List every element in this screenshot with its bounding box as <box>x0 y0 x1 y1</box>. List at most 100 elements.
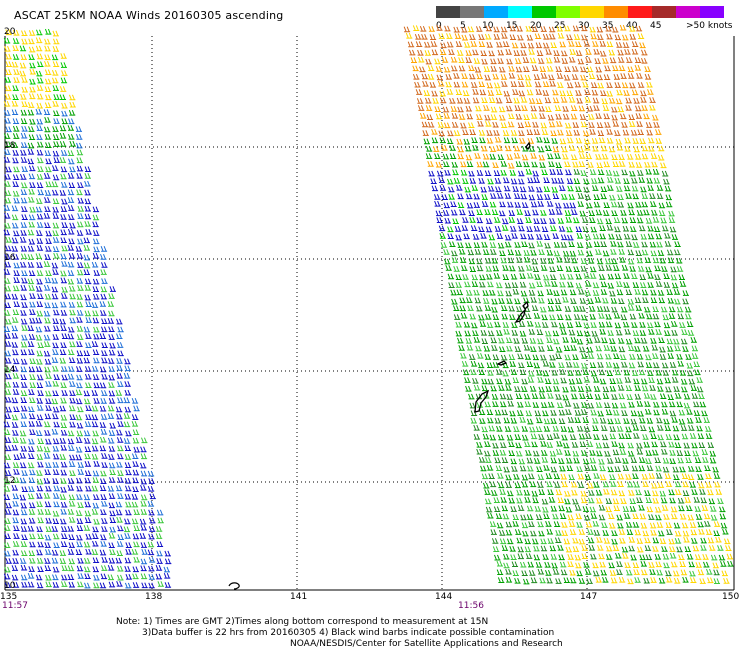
wind-barb <box>571 209 578 215</box>
wind-barb <box>713 569 720 576</box>
wind-barb <box>516 257 523 263</box>
wind-barb <box>632 562 640 569</box>
wind-barb <box>629 217 637 223</box>
wind-barb <box>484 441 491 447</box>
wind-barb <box>505 337 513 344</box>
wind-barb <box>13 525 20 532</box>
wind-barb <box>686 505 693 512</box>
wind-barb <box>558 409 566 416</box>
wind-barb <box>683 402 691 409</box>
wind-barb <box>148 509 155 516</box>
wind-barb <box>463 233 470 240</box>
wind-barb <box>132 469 140 476</box>
wind-barb <box>501 305 508 311</box>
wind-barb <box>627 442 634 449</box>
wind-barb <box>682 481 689 488</box>
wind-barb <box>614 466 621 472</box>
wind-barb <box>454 33 462 39</box>
wind-barb <box>449 241 456 248</box>
wind-barb <box>622 457 629 464</box>
wind-barb <box>580 490 587 497</box>
wind-barb <box>582 369 589 375</box>
wind-barb <box>21 142 28 148</box>
wind-barb <box>77 406 84 413</box>
wind-barb <box>3 485 11 492</box>
wind-barb <box>629 82 636 89</box>
wind-barb <box>43 310 51 317</box>
wind-barb <box>537 290 544 297</box>
wind-barb <box>618 490 626 497</box>
wind-barb <box>99 366 107 373</box>
wind-barb <box>443 122 451 129</box>
wind-barb <box>526 89 534 96</box>
wind-barb <box>536 281 543 288</box>
wind-barb <box>635 25 643 32</box>
wind-barb <box>569 577 577 584</box>
wind-barb <box>461 26 468 33</box>
wind-barb <box>525 25 532 32</box>
wind-barb <box>414 81 421 88</box>
wind-barb <box>608 49 615 56</box>
wind-barb <box>91 341 99 347</box>
wind-barb <box>704 465 711 471</box>
wind-barb <box>3 229 11 236</box>
wind-barb <box>473 193 480 200</box>
wind-barb <box>646 417 654 424</box>
wind-barb <box>527 561 535 568</box>
wind-barb <box>606 41 614 48</box>
wind-barb <box>484 209 491 215</box>
wind-barb <box>579 393 586 399</box>
wind-barb <box>438 130 445 137</box>
wind-barb <box>4 173 11 180</box>
wind-barb <box>11 100 19 107</box>
wind-barb <box>5 85 12 92</box>
wind-barb <box>496 145 503 151</box>
wind-barb <box>482 290 489 296</box>
wind-barb <box>471 137 478 143</box>
wind-barb <box>526 457 534 464</box>
wind-barb <box>12 517 19 524</box>
wind-barb <box>45 245 52 252</box>
wind-barb <box>60 461 68 468</box>
wind-barb <box>523 256 531 263</box>
wind-barb <box>446 41 454 48</box>
wind-barb <box>463 321 471 328</box>
wind-barb <box>479 281 486 288</box>
wind-barb <box>629 505 637 512</box>
wind-barb <box>596 74 603 81</box>
wind-barb <box>84 213 92 220</box>
wind-barb <box>589 457 597 464</box>
wind-barb <box>519 561 527 568</box>
wind-barb <box>505 521 513 528</box>
wind-barb <box>600 281 608 288</box>
wind-barb <box>589 266 597 273</box>
wind-barb <box>536 417 543 424</box>
wind-barb <box>611 538 618 545</box>
wind-barb <box>588 497 595 504</box>
wind-barb <box>691 393 699 399</box>
wind-barb <box>465 105 473 112</box>
wind-barb <box>481 97 488 104</box>
wind-barb <box>602 57 609 64</box>
wind-barb <box>598 369 606 376</box>
wind-barb <box>61 333 68 339</box>
wind-barb <box>501 545 509 551</box>
wind-barb <box>456 289 464 296</box>
wind-barb <box>649 104 656 111</box>
wind-barb <box>580 121 588 128</box>
wind-barb <box>29 118 36 125</box>
wind-barb <box>538 386 545 393</box>
wind-barb <box>457 146 464 153</box>
wind-barb <box>618 442 625 449</box>
wind-barb <box>100 565 108 571</box>
wind-barb <box>20 405 28 412</box>
wind-barb <box>44 45 51 52</box>
wind-barb <box>608 522 616 529</box>
wind-barb <box>579 305 586 312</box>
wind-barb <box>421 33 428 40</box>
wind-barb <box>605 169 613 176</box>
wind-barb <box>548 26 556 33</box>
wind-barb <box>516 410 524 416</box>
wind-barb <box>44 542 51 548</box>
wind-barb <box>457 202 465 208</box>
